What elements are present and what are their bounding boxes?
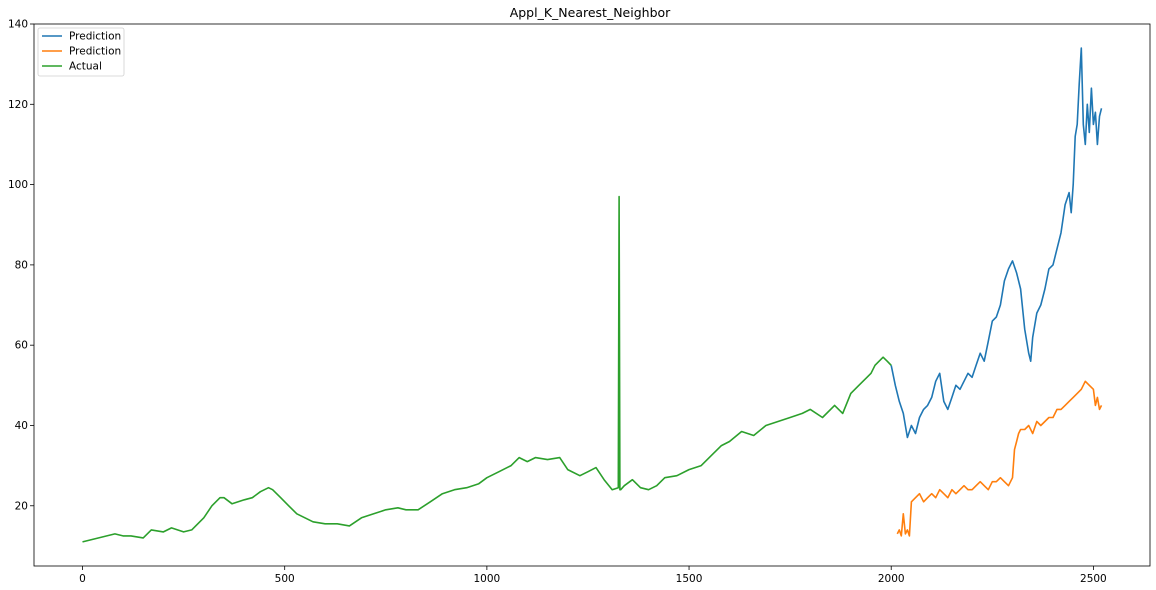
x-tick-label: 2000 (878, 573, 905, 585)
legend-label-1: Prediction (69, 46, 121, 58)
y-tick-label: 80 (15, 259, 28, 271)
x-tick-label: 1500 (676, 573, 703, 585)
legend-label-0: Prediction (69, 31, 121, 43)
series-line-0 (890, 47, 1103, 439)
x-tick-label: 2500 (1080, 573, 1107, 585)
y-tick-label: 100 (8, 179, 28, 191)
y-tick-label: 60 (15, 340, 28, 352)
plot-frame (33, 23, 1151, 567)
y-tick-label: 120 (8, 99, 28, 111)
legend-label-2: Actual (69, 61, 102, 73)
y-tick-label: 20 (15, 500, 28, 512)
y-axis: 20 40 60 80 100 120 140 (8, 19, 34, 512)
legend: Prediction Prediction Actual (37, 27, 125, 77)
x-tick-label: 0 (79, 573, 86, 585)
x-axis: 0 500 1000 1500 2000 2500 (79, 566, 1107, 585)
x-tick-label: 1000 (474, 573, 501, 585)
y-tick-label: 140 (8, 19, 28, 31)
series-line-2 (82, 195, 892, 543)
legend-box (37, 27, 125, 77)
x-tick-label: 500 (275, 573, 295, 585)
y-tick-label: 40 (15, 420, 28, 432)
series-layer (82, 47, 1103, 543)
chart-title: Appl_K_Nearest_Neighbor (510, 5, 671, 20)
series-line-1 (896, 380, 1103, 537)
